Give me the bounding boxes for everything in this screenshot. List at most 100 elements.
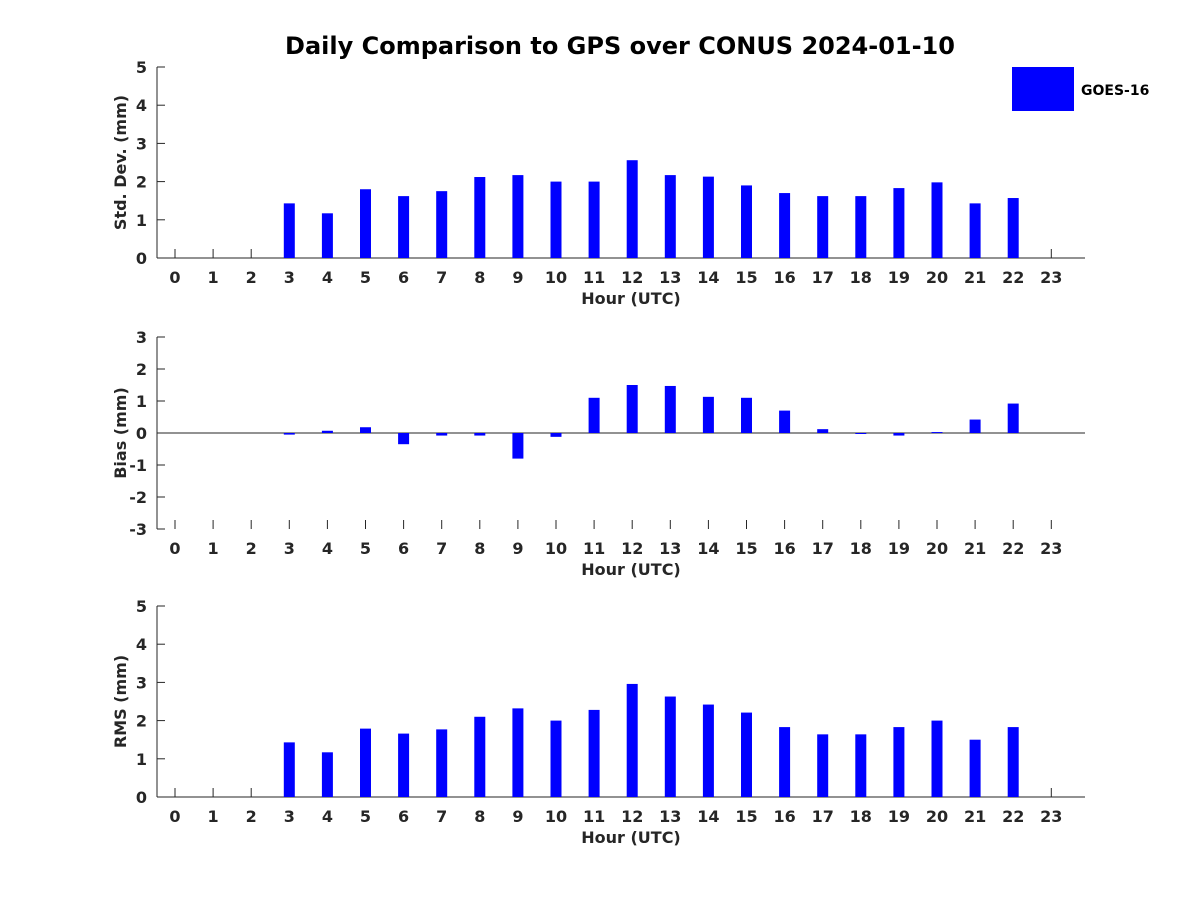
std-dev-x-tick-label: 8: [474, 268, 485, 287]
std-dev-x-tick-label: 0: [169, 268, 180, 287]
bias-x-tick-label: 20: [926, 539, 948, 558]
std-dev-x-tick-label: 7: [436, 268, 447, 287]
rms-x-tick-label: 13: [659, 807, 681, 826]
rms-x-tick-label: 10: [545, 807, 567, 826]
bias-bar-hour-12: [626, 385, 638, 433]
rms-bar-hour-6: [398, 733, 410, 797]
legend: GOES-16: [1012, 67, 1149, 111]
std-dev-bar-hour-10: [550, 181, 562, 258]
bias-bar-hour-22: [1007, 403, 1019, 433]
bias-x-tick-label: 11: [583, 539, 605, 558]
bias-bar-hour-6: [398, 433, 410, 445]
bias-x-tick-label: 4: [322, 539, 333, 558]
std-dev-bar-hour-21: [969, 203, 981, 258]
std-dev-bar-hour-4: [321, 213, 333, 258]
bias-bar-hour-16: [779, 410, 791, 433]
std-dev-bar-hour-19: [893, 188, 905, 258]
bias-bar-hour-5: [360, 427, 371, 433]
std-dev-bar-hour-15: [741, 185, 752, 258]
bias-x-tick-label: 19: [888, 539, 910, 558]
std-dev-x-tick-label: 19: [888, 268, 910, 287]
bias-y-tick-label: -2: [129, 488, 147, 507]
rms-bar-hour-11: [588, 709, 600, 797]
std-dev-y-tick-label: 5: [136, 58, 147, 77]
bias-x-tick-label: 14: [697, 539, 719, 558]
std-dev-y-tick-label: 2: [136, 173, 147, 192]
std-dev-x-tick-label: 21: [964, 268, 986, 287]
rms-x-tick-label: 17: [812, 807, 834, 826]
rms-bar-hour-5: [360, 728, 371, 797]
std-dev-bar-hour-22: [1007, 198, 1019, 258]
rms-bar-hour-14: [702, 704, 714, 797]
std-dev-bar-hour-9: [512, 175, 524, 258]
bias-x-tick-label: 7: [436, 539, 447, 558]
std-dev-y-tick-label: 4: [136, 96, 147, 115]
bias-x-tick-label: 8: [474, 539, 485, 558]
rms-bar-hour-8: [474, 716, 486, 797]
bias-x-tick-label: 16: [773, 539, 795, 558]
bias-bar-hour-14: [702, 396, 714, 433]
rms-x-tick-label: 3: [284, 807, 295, 826]
std-dev-x-tick-label: 13: [659, 268, 681, 287]
rms-x-tick-label: 7: [436, 807, 447, 826]
bias-bar-hour-7: [436, 433, 448, 436]
rms-x-tick-label: 0: [169, 807, 180, 826]
std-dev-bar-hour-12: [626, 160, 638, 258]
rms-x-tick-label: 20: [926, 807, 948, 826]
rms-bar-hour-18: [855, 734, 867, 797]
rms-x-tick-label: 18: [850, 807, 872, 826]
std-dev-x-tick-label: 10: [545, 268, 567, 287]
legend-swatch: [1012, 67, 1074, 111]
std-dev-bar-hour-6: [398, 196, 410, 258]
rms-y-tick-label: 0: [136, 788, 147, 807]
bias-bar-hour-11: [588, 397, 600, 433]
rms-y-axis-label: RMS (mm): [111, 655, 130, 748]
bias-x-tick-label: 17: [812, 539, 834, 558]
rms-y-tick-label: 4: [136, 635, 147, 654]
std-dev-x-tick-label: 12: [621, 268, 643, 287]
bias-x-tick-label: 18: [850, 539, 872, 558]
bias-bar-hour-10: [550, 433, 562, 437]
std-dev-x-tick-label: 3: [284, 268, 295, 287]
rms-bar-hour-22: [1007, 727, 1019, 797]
bias-x-axis-label: Hour (UTC): [581, 560, 681, 579]
bias-x-tick-label: 6: [398, 539, 409, 558]
bias-bar-hour-3: [283, 433, 295, 435]
std-dev-x-tick-label: 9: [512, 268, 523, 287]
bias-bar-hour-19: [893, 433, 905, 436]
std-dev-x-tick-label: 15: [735, 268, 757, 287]
bias-x-tick-label: 13: [659, 539, 681, 558]
bias-x-tick-label: 12: [621, 539, 643, 558]
std-dev-x-tick-label: 18: [850, 268, 872, 287]
rms-bar-hour-13: [664, 696, 676, 797]
rms-y-tick-label: 5: [136, 597, 147, 616]
std-dev-bar-hour-13: [664, 175, 676, 258]
rms-x-tick-label: 22: [1002, 807, 1024, 826]
std-dev-bar-hour-5: [360, 189, 371, 258]
std-dev-x-tick-label: 16: [773, 268, 795, 287]
std-dev-x-tick-label: 5: [360, 268, 371, 287]
rms-bar-hour-19: [893, 727, 905, 797]
rms-x-tick-label: 5: [360, 807, 371, 826]
std-dev-bar-hour-11: [588, 181, 600, 258]
std-dev-x-tick-label: 23: [1040, 268, 1062, 287]
rms-x-tick-label: 12: [621, 807, 643, 826]
bias-y-tick-label: -1: [129, 456, 147, 475]
std-dev-bar-hour-17: [817, 196, 829, 258]
bias-x-tick-label: 2: [246, 539, 257, 558]
rms-x-tick-label: 23: [1040, 807, 1062, 826]
bias-x-tick-label: 22: [1002, 539, 1024, 558]
std-dev-y-axis-label: Std. Dev. (mm): [111, 95, 130, 230]
std-dev-bar-hour-3: [283, 203, 295, 258]
rms-bar-hour-7: [436, 729, 448, 797]
legend-label: GOES-16: [1081, 83, 1149, 99]
std-dev-x-tick-label: 22: [1002, 268, 1024, 287]
bias-x-tick-label: 15: [735, 539, 757, 558]
bias-bar-hour-20: [931, 432, 943, 434]
bias-x-tick-label: 9: [512, 539, 523, 558]
rms-bar-hour-17: [817, 734, 829, 797]
bias-bar-hour-15: [741, 397, 752, 433]
std-dev-x-tick-label: 1: [208, 268, 219, 287]
